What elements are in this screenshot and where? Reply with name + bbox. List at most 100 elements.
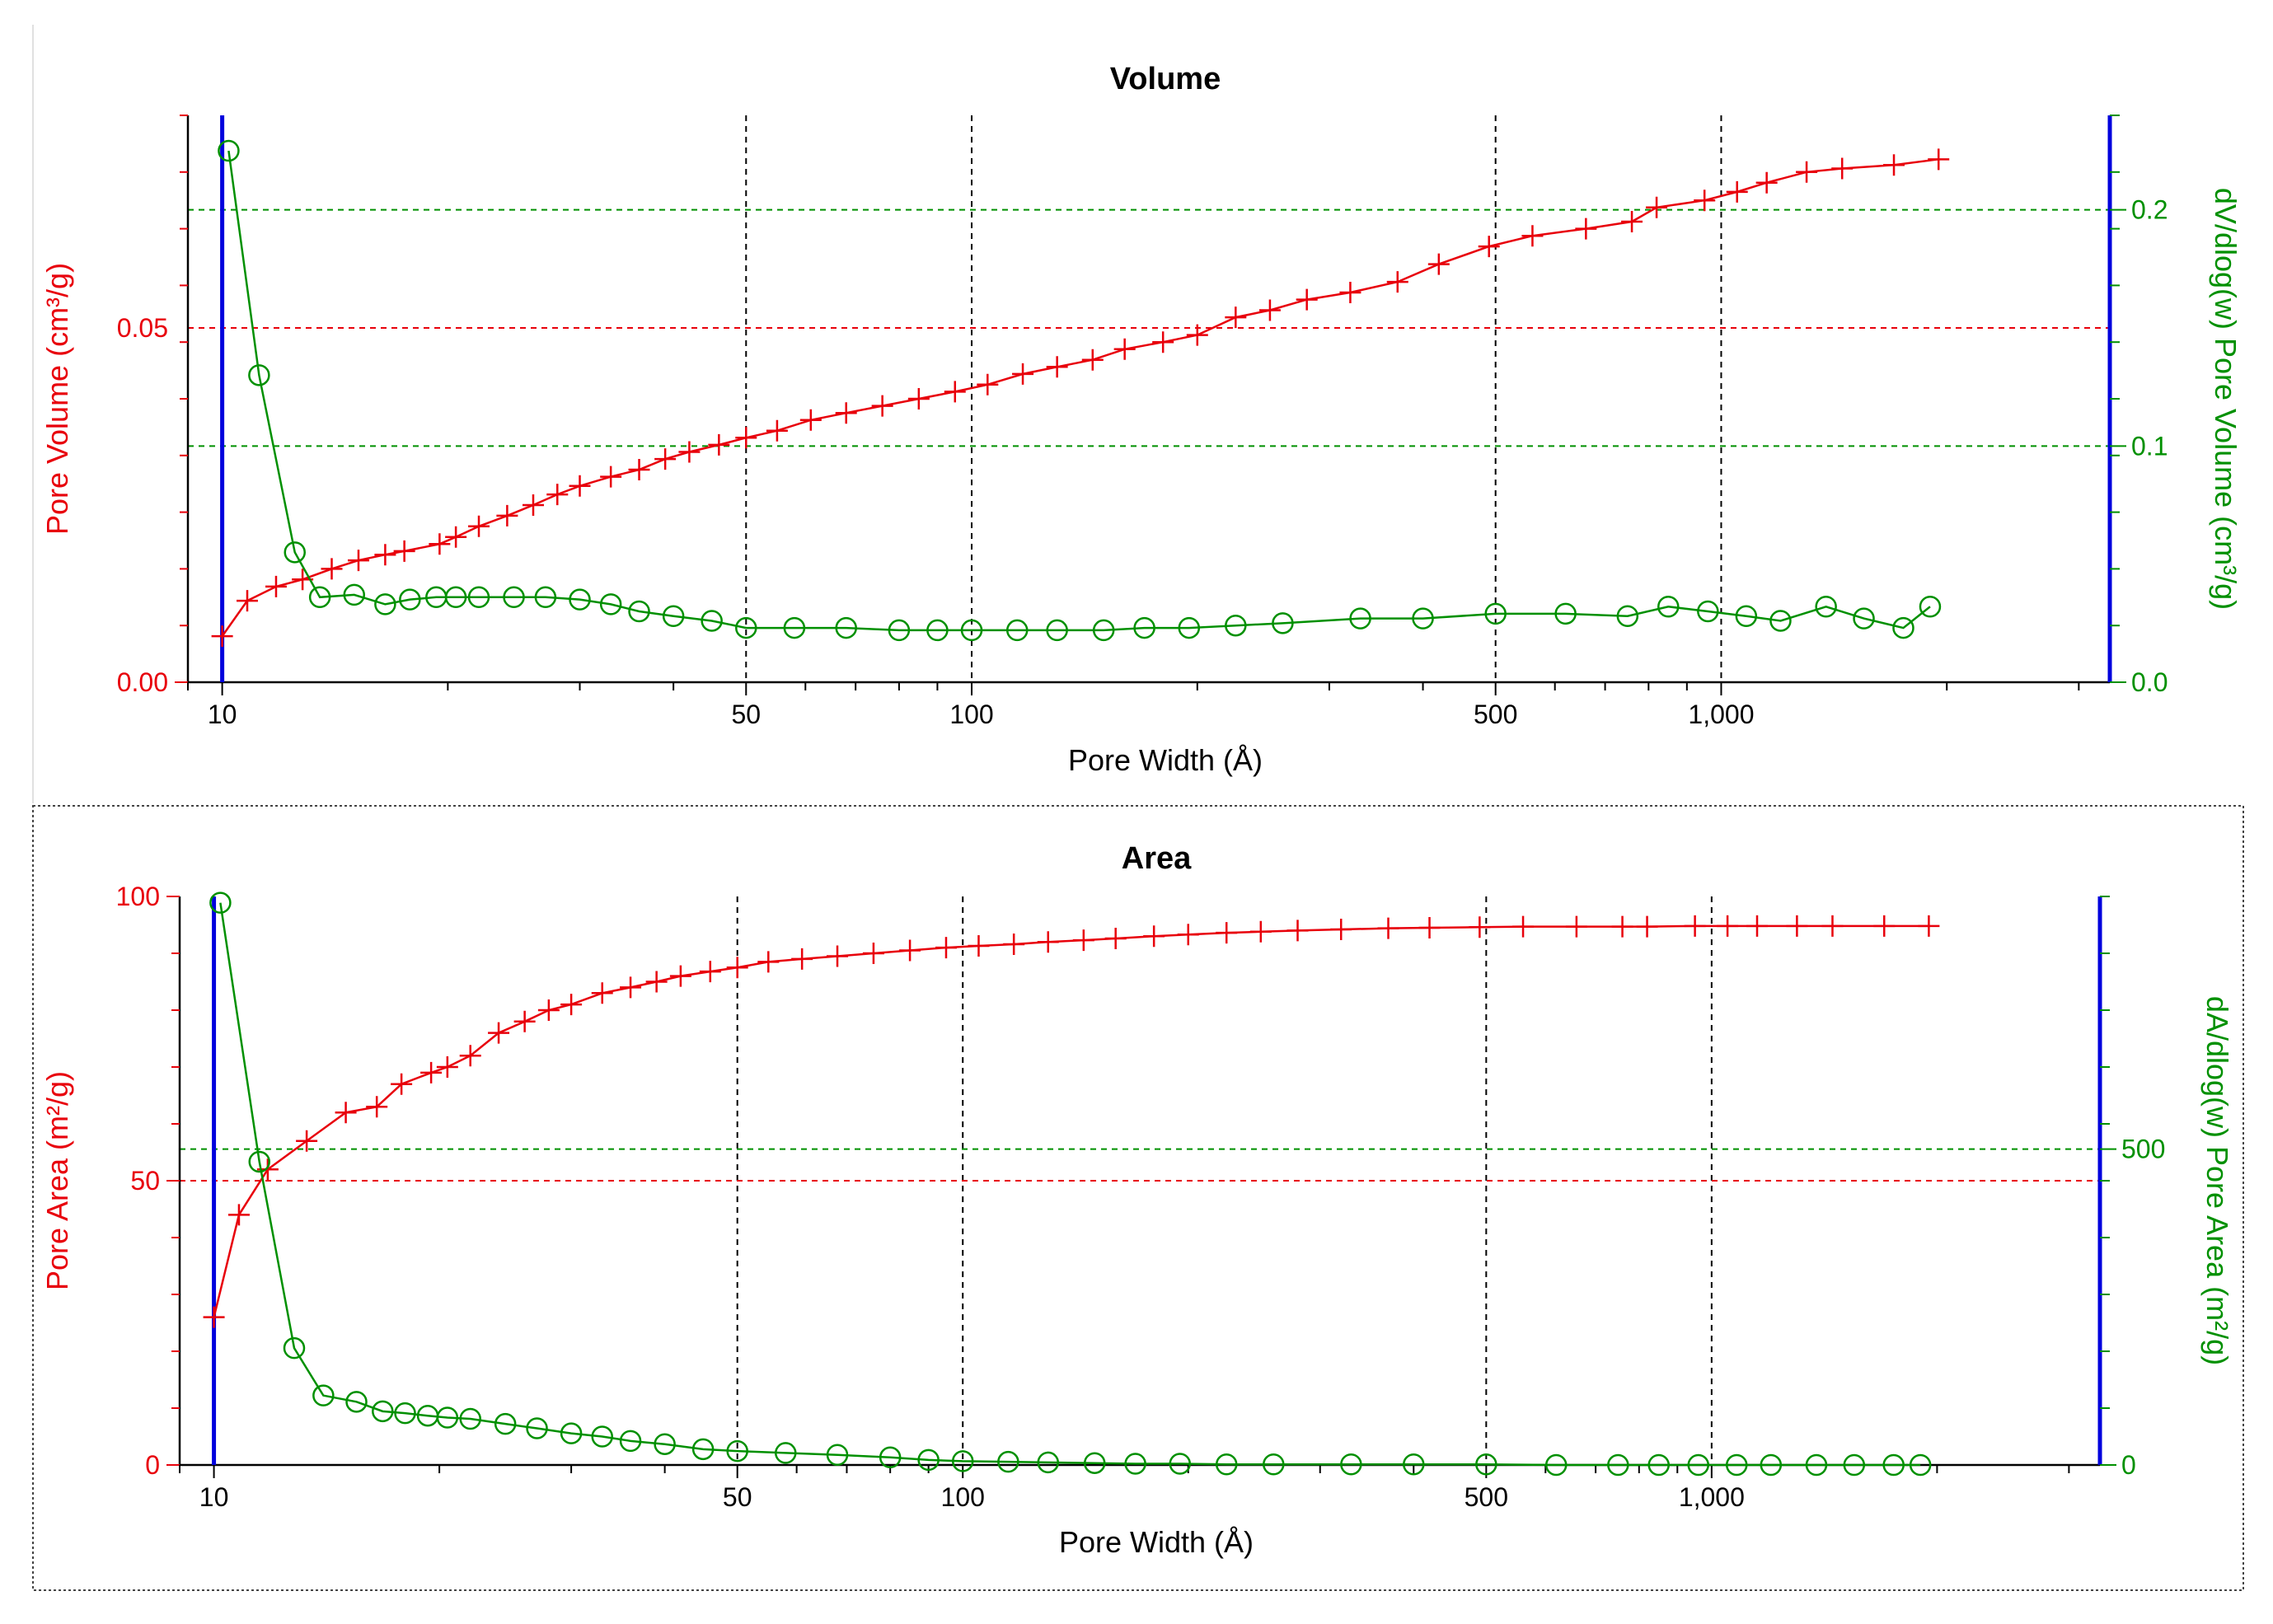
plus-point	[546, 484, 569, 506]
plus-point	[1258, 299, 1281, 321]
plus-point	[1113, 338, 1136, 360]
circle-point	[1475, 1453, 1497, 1476]
circle-point	[1769, 610, 1792, 632]
circle-point	[560, 1422, 583, 1444]
circle-point	[619, 1430, 642, 1453]
circle-point	[960, 619, 983, 642]
circle-point	[399, 588, 421, 611]
plus-point	[1646, 196, 1668, 218]
plus-point	[699, 961, 721, 983]
circle-point	[599, 593, 622, 615]
circle-point	[1919, 596, 1942, 618]
plus-point	[560, 994, 583, 1016]
plus-point	[1684, 915, 1706, 937]
plus-point	[628, 459, 650, 480]
plus-point	[237, 590, 259, 612]
circle-point	[1124, 1453, 1146, 1475]
plus-point	[678, 441, 701, 463]
plus-point	[374, 544, 396, 566]
circle-point	[1616, 605, 1639, 627]
circle-point	[1133, 616, 1155, 639]
circle-point	[374, 593, 396, 615]
circle-point	[1215, 1453, 1238, 1476]
plus-point	[1746, 915, 1769, 937]
plus-point	[1636, 915, 1658, 938]
plus-point	[1427, 253, 1450, 275]
circle-point	[284, 541, 306, 564]
plus-point	[1377, 917, 1399, 939]
circle-point	[1882, 1453, 1905, 1477]
circle-point	[569, 588, 591, 611]
circle-point	[534, 586, 557, 609]
plus-point	[347, 550, 369, 572]
y2-tick-label: 500	[2121, 1135, 2165, 1164]
plus-point	[907, 388, 930, 410]
y-tick-label: 50	[130, 1166, 160, 1196]
plus-point	[1521, 225, 1544, 247]
circle-point	[701, 610, 723, 632]
x-tick-label: 500	[1465, 1482, 1508, 1512]
plus-point	[977, 373, 999, 395]
circle-point	[372, 1400, 394, 1423]
circle-point	[467, 586, 490, 609]
plus-point	[827, 945, 849, 967]
circle-point	[1735, 605, 1758, 627]
circle-point	[917, 1448, 940, 1472]
circle-point	[343, 583, 366, 606]
x-tick-label: 1,000	[1688, 700, 1754, 729]
cumulative-series-line	[213, 924, 1929, 1317]
plus-point	[468, 515, 490, 537]
circle-point	[691, 1438, 715, 1461]
plus-point	[669, 965, 691, 987]
circle-point	[783, 616, 806, 639]
circle-point	[308, 586, 331, 609]
circle-point	[1647, 1453, 1670, 1477]
plus-point	[1565, 915, 1587, 938]
plus-point	[1003, 933, 1025, 955]
plus-point	[1143, 925, 1165, 948]
plus-point	[862, 943, 884, 964]
circle-point	[879, 1446, 902, 1469]
circle-point	[1544, 1453, 1568, 1477]
circle-point	[726, 1439, 748, 1463]
circle-point	[951, 1450, 974, 1472]
plus-point	[1611, 915, 1633, 938]
circle-point	[1892, 616, 1914, 639]
plus-point	[296, 1130, 318, 1152]
circle-point	[1225, 614, 1247, 637]
plus-point	[708, 433, 730, 456]
x-tick-label: 500	[1474, 700, 1517, 729]
circle-point	[1687, 1453, 1709, 1477]
circle-point	[591, 1425, 613, 1448]
plus-point	[1621, 211, 1643, 232]
plus-point	[445, 526, 467, 548]
plus-point	[1575, 218, 1597, 240]
plus-point	[393, 540, 415, 562]
circle-point	[654, 1433, 676, 1455]
plus-point	[366, 1096, 388, 1118]
plus-point	[1796, 161, 1818, 183]
x-axis-label: Pore Width (Å)	[1059, 1525, 1254, 1559]
plus-point	[1478, 236, 1500, 258]
plus-point	[1694, 190, 1716, 212]
plus-point	[203, 1306, 225, 1328]
circle-point	[1412, 607, 1434, 629]
y-tick-label: 0	[145, 1450, 160, 1480]
circle-point	[926, 619, 949, 642]
circle-point	[218, 139, 240, 162]
x-tick-label: 100	[941, 1482, 985, 1512]
circle-point	[1092, 619, 1115, 642]
y2-tick-label: 0.1	[2131, 431, 2168, 461]
y-tick-label: 0.05	[117, 313, 168, 343]
plus-point	[1081, 349, 1104, 371]
plus-point	[391, 1073, 413, 1095]
circle-point	[1169, 1453, 1192, 1475]
plus-point	[645, 971, 668, 993]
plus-point	[335, 1102, 357, 1124]
plus-point	[420, 1061, 443, 1083]
circle-point	[1760, 1453, 1783, 1477]
circle-point	[1037, 1451, 1060, 1474]
plus-point	[321, 558, 343, 580]
area-panel-border	[32, 805, 2244, 1591]
